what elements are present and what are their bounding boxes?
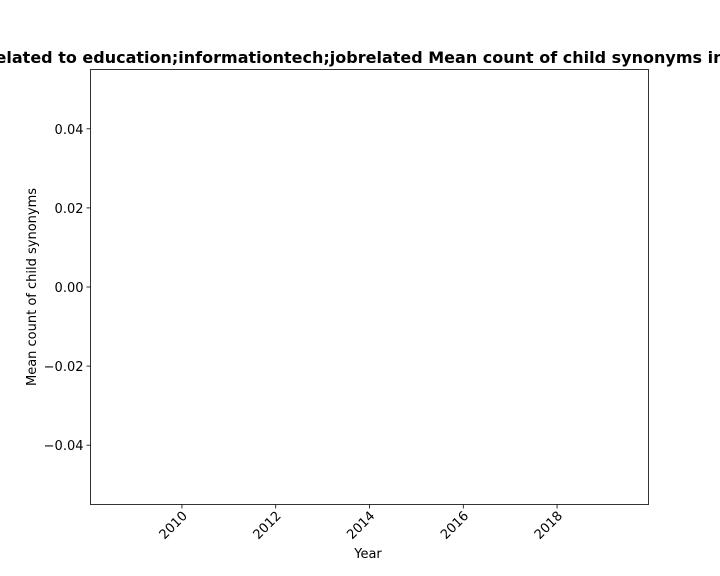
y-tick-label: 0.00 bbox=[55, 281, 84, 296]
y-axis: 0.04 0.02 0.00 −0.02 −0.04 bbox=[44, 123, 91, 454]
x-tick-label: 2010 bbox=[157, 509, 191, 543]
plot-area bbox=[90, 69, 649, 505]
chart-title: elated to education;informationtech;jobr… bbox=[0, 48, 720, 67]
x-axis-label: Year bbox=[353, 547, 382, 562]
y-tick-label: 0.04 bbox=[55, 123, 84, 138]
y-axis-label: Mean count of child synonyms bbox=[25, 188, 40, 386]
y-tick-label: −0.02 bbox=[44, 360, 84, 375]
x-tick-label: 2018 bbox=[532, 509, 566, 543]
y-tick-label: −0.04 bbox=[44, 439, 84, 454]
x-tick-label: 2016 bbox=[438, 509, 472, 543]
x-tick-label: 2014 bbox=[344, 509, 378, 543]
x-tick-label: 2012 bbox=[251, 509, 285, 543]
x-axis: 2010 2012 2014 2016 2018 bbox=[157, 504, 566, 543]
y-tick-label: 0.02 bbox=[55, 202, 84, 217]
